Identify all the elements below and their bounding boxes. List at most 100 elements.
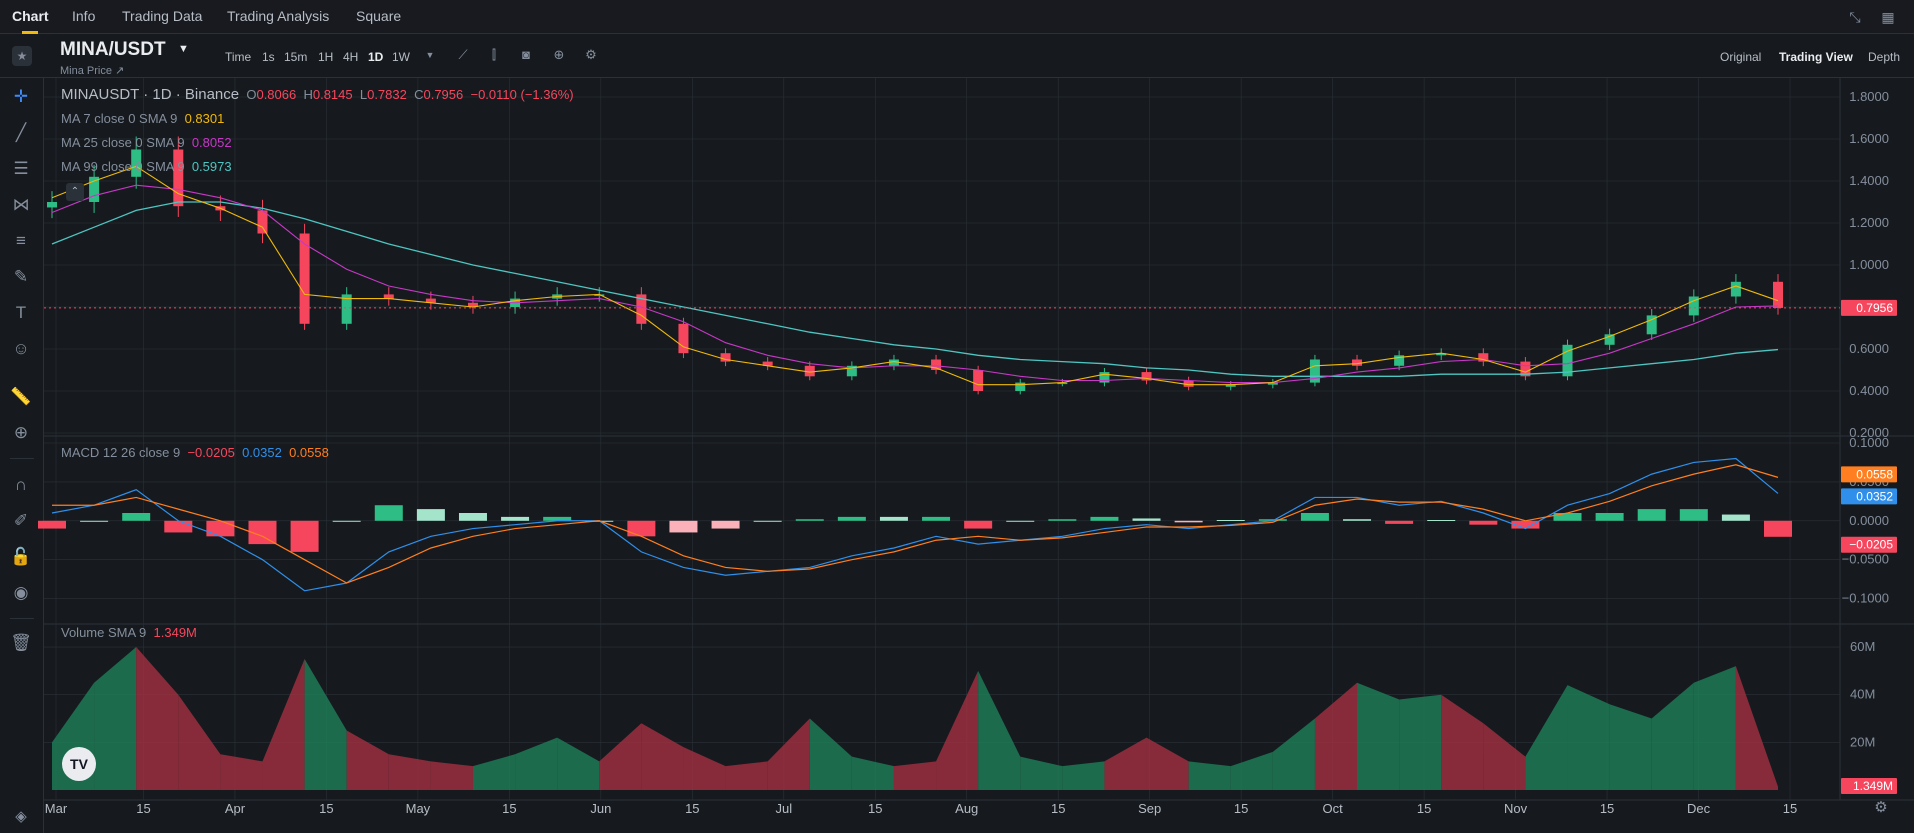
active-tab-underline <box>22 31 38 34</box>
volume-legend[interactable]: Volume SMA 9 1.349M <box>61 625 197 640</box>
volume-area-segment <box>472 754 516 790</box>
magnet-icon[interactable]: ∩ <box>14 475 28 494</box>
ma99-legend[interactable]: MA 99 close 0 SMA 9 0.5973 <box>61 159 232 174</box>
close-label: C <box>414 87 424 102</box>
low-label: L <box>359 87 368 102</box>
tab-info[interactable]: Info <box>72 8 96 24</box>
macd-histogram-bar <box>627 520 656 537</box>
macd-histogram <box>38 505 1792 552</box>
volume-area-segment <box>515 737 558 790</box>
favorite-star-icon[interactable]: ★ <box>12 46 32 66</box>
price-tick-label: 1.6000 <box>1849 131 1889 146</box>
macd-legend[interactable]: MACD 12 26 close 9 −0.0205 0.0352 0.0558 <box>61 445 329 460</box>
macd-histogram-bar <box>1553 513 1582 521</box>
tab-chart[interactable]: Chart <box>12 8 49 24</box>
fib-icon[interactable]: ≡ <box>16 231 26 250</box>
chart-settings-icon[interactable]: ⚙ <box>1874 799 1888 816</box>
timeframe-1d[interactable]: 1D <box>368 50 384 64</box>
high-value: 0.8145 <box>312 87 353 102</box>
ohlc-legend: MINAUSDT · 1D · Binance O0.8066 H0.8145 … <box>61 86 574 103</box>
emoji-icon[interactable]: ☺ <box>12 339 30 358</box>
ma7-legend[interactable]: MA 7 close 0 SMA 9 0.8301 <box>61 111 224 126</box>
candle-body <box>846 365 857 377</box>
macd-tick-label: −0.1000 <box>1842 591 1889 606</box>
timeframe-1w[interactable]: 1W <box>392 50 410 64</box>
tab-trading-data[interactable]: Trading Data <box>122 8 203 24</box>
trash-icon[interactable]: 🗑 <box>10 633 32 652</box>
indicators-icon[interactable]: ⟋ <box>458 47 468 62</box>
tab-square[interactable]: Square <box>356 8 402 24</box>
minimize-icon[interactable]: ⤡ <box>1849 9 1861 25</box>
more-timeframes-icon[interactable]: ▼ <box>425 50 435 60</box>
macd-histogram-bar <box>711 520 740 529</box>
ma25-legend[interactable]: MA 25 close 0 SMA 9 0.8052 <box>61 135 232 150</box>
candle-body <box>1562 344 1573 377</box>
time-tick-label: 15 <box>502 801 516 816</box>
volume-area-segment <box>304 658 347 790</box>
ma25-line <box>51 184 1779 384</box>
macd-histogram-bar <box>416 509 445 521</box>
brush-icon[interactable]: ✎ <box>13 267 29 286</box>
pair-line: MINAUSDT · 1D · Binance <box>61 86 240 103</box>
macd-hist-value: −0.0205 <box>187 445 235 460</box>
price-tick-label: 1.8000 <box>1849 89 1889 104</box>
volume-area-segment <box>1020 756 1063 790</box>
candle-type-icon[interactable]: ⫿ <box>491 47 497 62</box>
time-tick-label: Sep <box>1138 801 1161 816</box>
symbol-name[interactable]: MINA/USDT <box>60 39 166 60</box>
macd-histogram-bar <box>879 516 908 521</box>
ruler-icon[interactable]: 📏 <box>10 387 32 406</box>
timeframe-4h[interactable]: 4H <box>343 50 359 64</box>
add-icon[interactable]: ⊕ <box>553 47 565 62</box>
view-original[interactable]: Original <box>1720 50 1762 64</box>
eye-icon[interactable]: ◉ <box>13 583 29 602</box>
candle-body <box>299 233 310 324</box>
view-depth[interactable]: Depth <box>1868 50 1901 64</box>
ma99-value: 0.5973 <box>191 159 232 174</box>
time-tick-label: 15 <box>1600 801 1614 816</box>
macd-line-badge-bg <box>1841 488 1897 505</box>
text-tool-icon[interactable]: T <box>15 303 27 322</box>
settings-gear-icon[interactable]: ⚙ <box>585 47 597 62</box>
collapse-legend-icon[interactable]: ⌃ <box>66 183 84 201</box>
macd-tick-label: 0.1000 <box>1849 435 1889 450</box>
volume-area-segment <box>1525 685 1568 790</box>
macd-histogram-bar <box>374 505 403 521</box>
top-nav: Chart Info Trading Data Trading Analysis… <box>0 0 1914 34</box>
camera-icon[interactable]: ◙ <box>522 47 530 62</box>
candle-body <box>1225 384 1236 387</box>
candle-body <box>425 298 436 303</box>
timeframe-1s[interactable]: 1s <box>262 50 275 64</box>
tab-trading-analysis[interactable]: Trading Analysis <box>227 8 330 24</box>
volume-area-segment <box>220 754 263 790</box>
candle-body <box>1267 382 1278 385</box>
lock-icon[interactable]: 🔓 <box>10 547 32 566</box>
tradingview-logo[interactable]: TV <box>62 747 96 781</box>
horizontal-lines-icon[interactable]: ☰ <box>13 159 29 178</box>
zoom-in-icon[interactable]: ⊕ <box>13 423 29 442</box>
volume-area-segment <box>1399 694 1442 790</box>
view-trading-view[interactable]: Trading View <box>1779 50 1853 64</box>
crosshair-icon[interactable]: ✛ <box>13 87 29 106</box>
volume-area-segment <box>1062 761 1105 790</box>
timeframe-time[interactable]: Time <box>225 50 252 64</box>
pattern-icon[interactable]: ⋈ <box>12 195 30 214</box>
symbol-subtitle[interactable]: Mina Price ↗ <box>60 65 125 77</box>
layers-icon[interactable]: ◈ <box>15 808 27 825</box>
layout-grid-icon[interactable]: ▦ <box>1881 9 1895 25</box>
candle-body <box>1688 296 1699 316</box>
axes: 1.80001.60001.40001.20001.00000.80000.60… <box>44 89 1897 816</box>
drawing-toolbar: ✛ ╱ ☰ ⋈ ≡ ✎ T ☺ 📏 ⊕ ∩ ✐ 🔓 ◉ 🗑 ◈ <box>0 78 44 833</box>
trend-line-icon[interactable]: ╱ <box>15 123 27 142</box>
symbol-dropdown-icon[interactable]: ▼ <box>178 43 189 55</box>
macd-histogram-bar <box>122 513 151 521</box>
candle-body <box>383 294 394 299</box>
signal-line <box>52 464 1779 584</box>
time-tick-label: 15 <box>1234 801 1248 816</box>
timeframe-15m[interactable]: 15m <box>284 50 308 64</box>
candle-body <box>1183 380 1194 387</box>
timeframe-1h[interactable]: 1H <box>318 50 334 64</box>
candle-body <box>1604 334 1615 345</box>
stay-drawing-icon[interactable]: ✐ <box>13 511 29 530</box>
